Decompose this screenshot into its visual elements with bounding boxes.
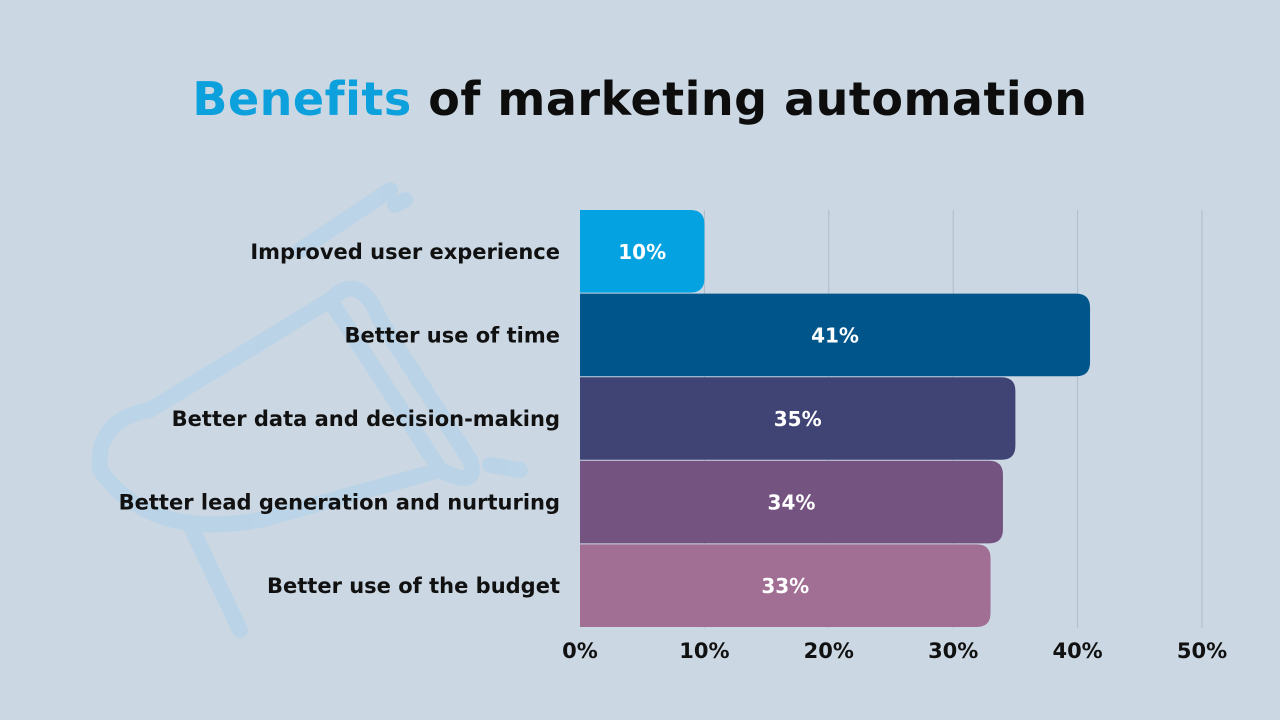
x-tick-label: 0%: [562, 639, 598, 663]
data-label: 33%: [761, 574, 809, 598]
x-tick-label: 20%: [804, 639, 854, 663]
x-tick-label: 30%: [928, 639, 978, 663]
category-label: Better use of time: [345, 323, 560, 347]
chart-title: Benefits of marketing automation: [0, 72, 1280, 126]
data-label: 41%: [811, 323, 859, 347]
category-label: Better lead generation and nurturing: [119, 491, 560, 515]
category-label: Better data and decision-making: [172, 407, 560, 431]
bar: [580, 460, 1003, 544]
title-accent: Benefits: [192, 72, 412, 126]
megaphone-icon: [91, 182, 528, 638]
category-label: Better use of the budget: [267, 574, 560, 598]
bar: [580, 293, 1091, 377]
data-label: 35%: [774, 407, 822, 431]
data-label: 10%: [618, 240, 666, 264]
x-tick-label: 40%: [1052, 639, 1102, 663]
bar: [580, 210, 705, 293]
bar: [580, 544, 991, 627]
data-label: 34%: [768, 491, 816, 515]
x-tick-label: 50%: [1177, 639, 1227, 663]
title-rest: of marketing automation: [428, 72, 1088, 126]
category-label: Improved user experience: [250, 240, 560, 264]
x-tick-label: 10%: [679, 639, 729, 663]
bar: [580, 377, 1016, 460]
